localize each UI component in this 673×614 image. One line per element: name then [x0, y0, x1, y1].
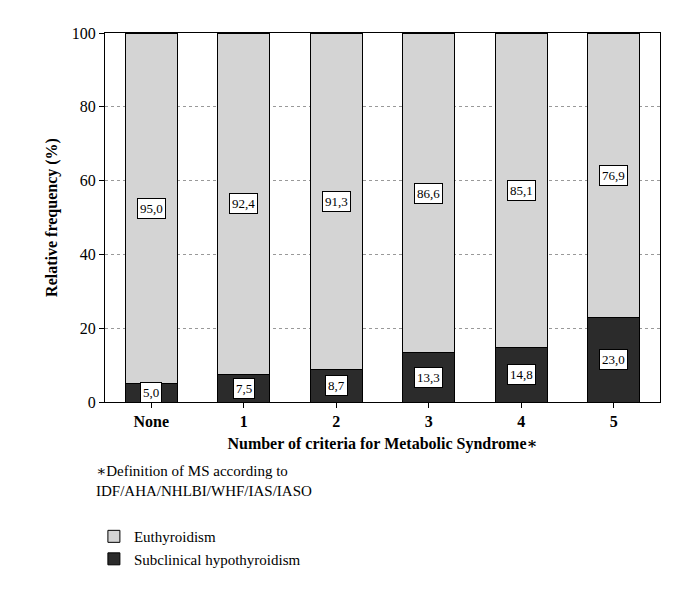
svg-text:Subclinical hypothyroidism: Subclinical hypothyroidism [134, 552, 301, 568]
svg-text:5,0: 5,0 [143, 385, 159, 400]
svg-text:None: None [133, 413, 169, 430]
svg-text:8,7: 8,7 [328, 378, 345, 393]
svg-text:60: 60 [80, 172, 96, 189]
svg-text:100: 100 [72, 25, 96, 42]
svg-text:86,6: 86,6 [417, 186, 440, 201]
svg-text:1: 1 [240, 413, 248, 430]
svg-text:7,5: 7,5 [236, 381, 252, 396]
svg-text:13,3: 13,3 [417, 370, 440, 385]
svg-text:92,4: 92,4 [232, 196, 255, 211]
svg-text:40: 40 [80, 246, 96, 263]
svg-text:0: 0 [88, 394, 96, 411]
svg-text:91,3: 91,3 [325, 194, 348, 209]
svg-text:76,9: 76,9 [602, 168, 625, 183]
svg-text:95,0: 95,0 [140, 201, 163, 216]
svg-text:23,0: 23,0 [602, 352, 625, 367]
svg-text:20: 20 [80, 320, 96, 337]
svg-text:4: 4 [517, 413, 525, 430]
svg-text:∗Definition of MS according to: ∗Definition of MS according toIDF/AHA/NH… [96, 463, 312, 499]
svg-text:14,8: 14,8 [510, 367, 533, 382]
svg-text:80: 80 [80, 98, 96, 115]
svg-text:3: 3 [425, 413, 433, 430]
svg-text:85,1: 85,1 [510, 183, 533, 198]
svg-text:Relative frequency (%): Relative frequency (%) [43, 138, 61, 297]
svg-text:5: 5 [610, 413, 618, 430]
svg-text:Number of criteria for Metabol: Number of criteria for Metabolic Syndrom… [227, 435, 537, 453]
svg-text:2: 2 [332, 413, 340, 430]
svg-text:Euthyroidism: Euthyroidism [134, 529, 216, 545]
